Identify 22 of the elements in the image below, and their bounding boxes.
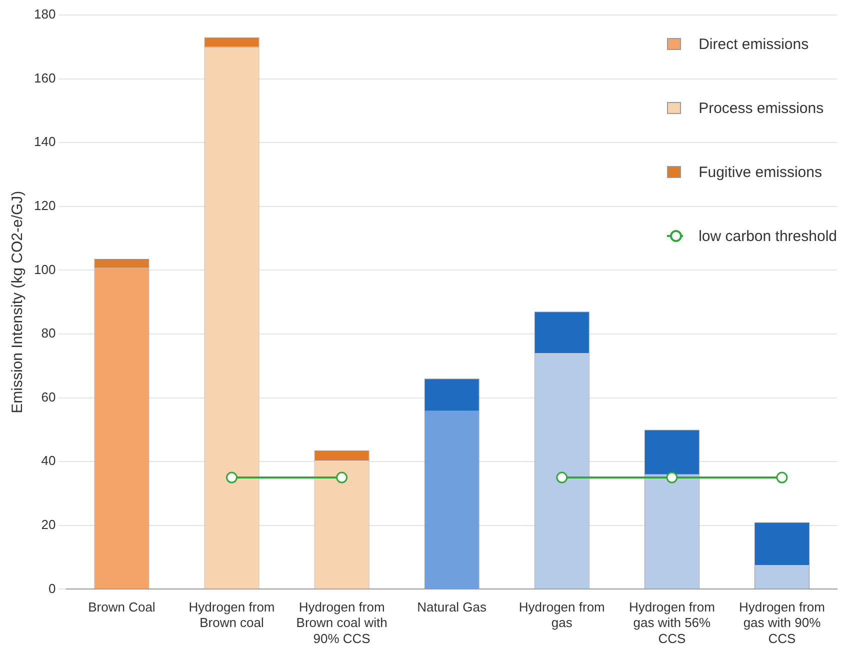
y-tick-label: 180 — [34, 6, 56, 22]
y-tick-label: 160 — [34, 70, 56, 86]
y-tick-label: 40 — [41, 453, 56, 468]
x-tick-label: Brown Coal — [88, 600, 156, 615]
y-tick-label: 0 — [48, 580, 56, 596]
x-tick-label: Natural Gas — [417, 600, 488, 615]
x-tick-label: Hydrogen from Brown coal — [188, 600, 275, 630]
legend-label: Direct emissions — [698, 36, 809, 52]
legend-label: Fugitive emissions — [698, 164, 822, 180]
x-tick-label: Hydrogen from Brown coal with 90% CCS — [296, 600, 388, 646]
y-tick-label: 140 — [34, 134, 56, 150]
x-tick-label: Hydrogen from gas with 90% CCS — [738, 600, 825, 646]
x-tick-label: Hydrogen from gas with 56% CCS — [628, 600, 715, 646]
legend-label: Process emissions — [698, 100, 824, 116]
y-tick-label: 80 — [41, 326, 56, 341]
y-tick-label: 60 — [41, 389, 56, 404]
legend-label: low carbon threshold — [698, 228, 837, 244]
y-tick-label: 100 — [34, 262, 56, 277]
x-tick-label: Hydrogen from gas — [518, 600, 605, 630]
y-axis-title: Emission Intensity (kg CO2-e/GJ) — [9, 190, 26, 414]
y-tick-label: 20 — [41, 516, 56, 532]
y-tick-label: 120 — [34, 198, 56, 213]
